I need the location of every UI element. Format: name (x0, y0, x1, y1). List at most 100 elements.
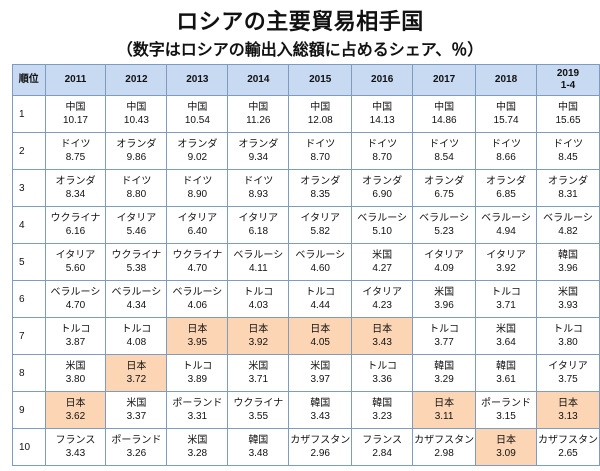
page-title: ロシアの主要貿易相手国 (176, 10, 424, 35)
country-name: オランダ (424, 176, 465, 187)
share-cell: フランス 2.84 (351, 428, 414, 466)
share-value: 4.05 (310, 337, 330, 348)
country-name: イタリア (548, 361, 588, 372)
year-header: 2019 1-4 (536, 64, 600, 96)
share-cell: 中国 10.17 (44, 95, 107, 133)
share-value: 4.70 (65, 300, 86, 311)
share-cell: トルコ 3.77 (412, 317, 477, 355)
share-value: 5.60 (65, 263, 86, 274)
share-value: 3.64 (496, 337, 516, 348)
share-cell: 韓国 3.23 (351, 391, 414, 429)
share-value: 3.71 (248, 374, 269, 385)
year-header: 2012 (105, 64, 168, 96)
share-cell: ドイツ 8.70 (351, 132, 414, 170)
country-name: 中国 (434, 102, 455, 113)
share-value: 8.93 (248, 189, 269, 200)
country-name: イタリア (300, 213, 341, 224)
country-name: ドイツ (305, 139, 336, 150)
page-subtitle: （数字はロシアの輸出入総額に占めるシェア、％） (116, 40, 484, 59)
share-cell: オランダ 9.02 (166, 132, 229, 170)
share-cell: ベラルーシ 4.70 (44, 280, 107, 318)
share-cell: 中国 14.13 (351, 95, 414, 133)
country-name: トルコ (305, 287, 336, 298)
country-name: 中国 (372, 102, 393, 113)
table-row: 8 米国 3.80 日本 3.72 トルコ 3.89 米国 3.71 米国 3.97 トルコ 3.36 韓… (12, 354, 600, 392)
country-name: トルコ (367, 361, 398, 372)
share-cell: ウクライナ 6.16 (44, 206, 107, 244)
share-cell: 米国 3.97 (288, 354, 353, 392)
share-cell: 日本 3.11 (412, 391, 477, 429)
share-value: 3.31 (187, 411, 208, 422)
share-cell: ドイツ 8.66 (475, 132, 538, 170)
share-value: 3.43 (65, 448, 86, 459)
share-value: 4.34 (126, 300, 147, 311)
share-value: 15.74 (493, 115, 519, 126)
share-value: 3.87 (65, 337, 86, 348)
country-name: ドイツ (243, 176, 274, 187)
rank-cell: 3 (12, 169, 46, 207)
share-value: 3.36 (372, 374, 392, 385)
share-cell: 日本 3.95 (166, 317, 229, 355)
share-cell: 中国 12.08 (288, 95, 353, 133)
year-header: 2015 (288, 64, 353, 96)
share-value: 3.37 (126, 411, 147, 422)
share-value: 3.13 (558, 411, 578, 422)
share-cell: 日本 3.43 (351, 317, 414, 355)
share-cell: カザフスタン 2.98 (412, 428, 477, 466)
country-name: オランダ (177, 139, 218, 150)
year-header: 2018 (475, 64, 538, 96)
share-cell: 韓国 3.48 (227, 428, 290, 466)
share-value: 8.45 (558, 152, 578, 163)
country-name: トルコ (491, 287, 521, 298)
country-name: 日本 (126, 361, 147, 372)
country-name: 韓国 (434, 361, 455, 372)
share-cell: イタリア 3.75 (536, 354, 600, 392)
share-cell: イタリア 3.92 (475, 243, 538, 281)
share-cell: ウクライナ 4.70 (166, 243, 229, 281)
country-name: 日本 (310, 324, 331, 335)
share-value: 8.80 (126, 189, 147, 200)
share-value: 3.75 (558, 374, 578, 385)
rank-cell: 5 (12, 243, 46, 281)
country-name: ベラルーシ (357, 213, 408, 224)
rank-cell: 10 (12, 428, 46, 466)
share-cell: トルコ 3.89 (166, 354, 229, 392)
share-cell: フランス 3.43 (44, 428, 107, 466)
share-value: 3.61 (496, 374, 516, 385)
share-cell: 中国 10.54 (166, 95, 229, 133)
share-cell: トルコ 3.71 (475, 280, 538, 318)
share-value: 6.16 (65, 226, 86, 237)
share-value: 4.82 (558, 226, 578, 237)
share-cell: 米国 3.93 (536, 280, 600, 318)
share-value: 10.43 (123, 115, 149, 126)
country-name: トルコ (60, 324, 91, 335)
share-cell: ウクライナ 5.38 (105, 243, 168, 281)
share-cell: 米国 3.37 (105, 391, 168, 429)
table-row: 10 フランス 3.43 ポーランド 3.26 米国 3.28 韓国 3.48 カザフスタン 2.9… (12, 428, 600, 466)
share-value: 5.46 (126, 226, 147, 237)
share-cell: トルコ 4.08 (105, 317, 168, 355)
share-value: 2.65 (558, 448, 578, 459)
share-cell: オランダ 8.31 (536, 169, 600, 207)
country-name: 米国 (434, 287, 455, 298)
share-value: 14.86 (431, 115, 457, 126)
share-value: 8.66 (496, 152, 516, 163)
country-name: イタリア (424, 250, 464, 261)
share-value: 6.85 (496, 189, 516, 200)
rank-cell: 7 (12, 317, 46, 355)
country-name: カザフスタン (538, 435, 598, 446)
share-cell: ドイツ 8.70 (288, 132, 353, 170)
share-cell: ベラルーシ 5.10 (351, 206, 414, 244)
share-cell: カザフスタン 2.65 (536, 428, 600, 466)
country-name: トルコ (553, 324, 583, 335)
share-value: 14.13 (369, 115, 395, 126)
rank-cell: 9 (12, 391, 46, 429)
country-name: ベラルーシ (481, 213, 531, 224)
share-cell: イタリア 6.18 (227, 206, 290, 244)
share-value: 3.62 (65, 411, 86, 422)
share-cell: イタリア 4.23 (351, 280, 414, 318)
share-cell: ドイツ 8.80 (105, 169, 168, 207)
share-value: 5.10 (372, 226, 392, 237)
share-value: 8.70 (372, 152, 392, 163)
country-name: 中国 (310, 102, 331, 113)
